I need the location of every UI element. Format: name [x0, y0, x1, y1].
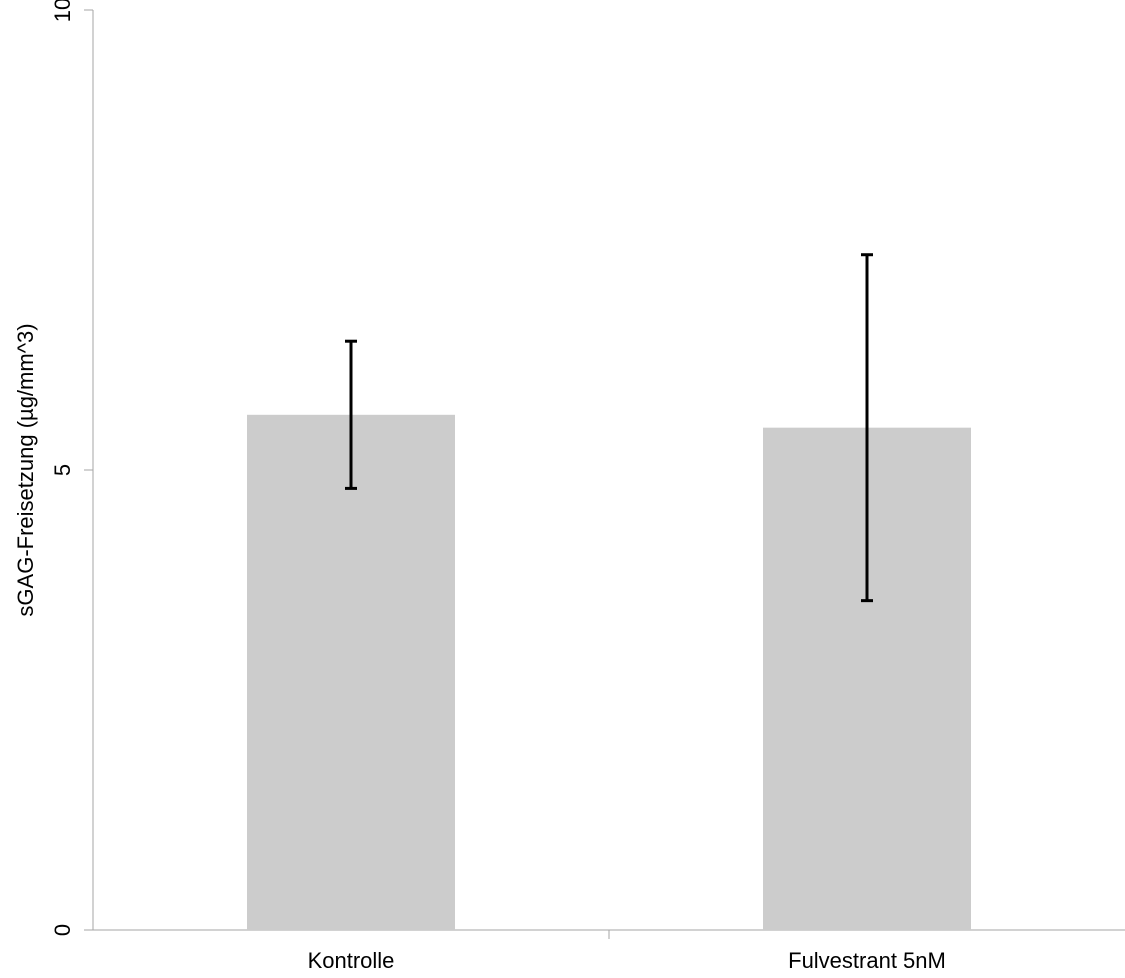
bars — [247, 414, 971, 930]
x-tick-label-1: Fulvestrant 5nM — [788, 948, 946, 973]
bar-0 — [247, 414, 455, 930]
y-tick-label-0: 0 — [50, 924, 75, 936]
y-axis: 0 5 10 — [50, 0, 94, 936]
error-bars — [345, 253, 873, 603]
labels: Kontrolle Fulvestrant 5nM — [308, 948, 946, 973]
y-tick-label-10: 10 — [50, 0, 75, 22]
y-tick-label-5: 5 — [50, 464, 75, 476]
y-axis-title: sGAG-Freisetzung (µg/mm^3) — [13, 323, 38, 616]
x-axis — [93, 929, 1125, 939]
x-tick-label-0: Kontrolle — [308, 948, 395, 973]
